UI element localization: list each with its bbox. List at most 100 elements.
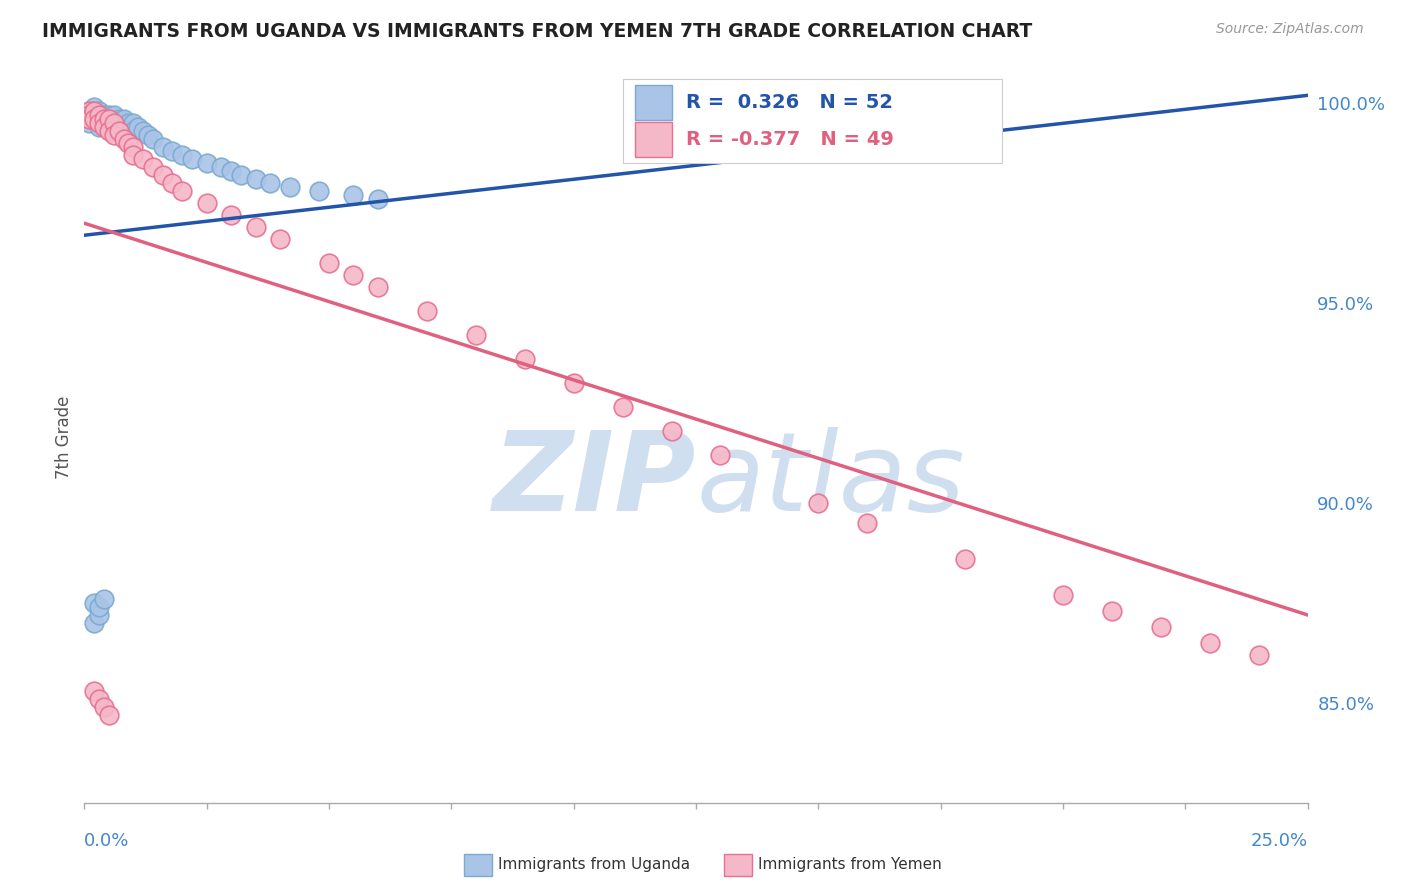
Point	[367, 192, 389, 206]
Point	[122, 116, 145, 130]
Point	[122, 148, 145, 162]
Point	[83, 112, 105, 127]
Point	[103, 116, 125, 130]
Point	[219, 164, 242, 178]
Point	[259, 176, 281, 190]
Text: 0.0%: 0.0%	[84, 832, 129, 850]
Point	[77, 108, 100, 122]
Point	[117, 116, 139, 130]
Point	[342, 188, 364, 202]
Point	[132, 153, 155, 167]
Point	[83, 108, 105, 122]
Point	[87, 104, 110, 119]
Point	[97, 120, 120, 135]
Point	[308, 184, 330, 198]
Point	[103, 108, 125, 122]
Text: R = -0.377   N = 49: R = -0.377 N = 49	[686, 130, 894, 149]
Point	[77, 112, 100, 127]
Point	[269, 232, 291, 246]
Point	[122, 140, 145, 154]
Point	[112, 120, 135, 135]
Point	[117, 136, 139, 151]
Point	[77, 116, 100, 130]
Point	[856, 516, 879, 530]
Point	[87, 691, 110, 706]
Point	[1150, 620, 1173, 634]
Point	[107, 120, 129, 135]
Point	[219, 208, 242, 222]
Point	[162, 176, 184, 190]
Point	[83, 104, 105, 119]
Point	[93, 108, 115, 122]
Text: IMMIGRANTS FROM UGANDA VS IMMIGRANTS FROM YEMEN 7TH GRADE CORRELATION CHART: IMMIGRANTS FROM UGANDA VS IMMIGRANTS FRO…	[42, 22, 1032, 41]
Text: Immigrants from Yemen: Immigrants from Yemen	[758, 857, 942, 871]
Text: Source: ZipAtlas.com: Source: ZipAtlas.com	[1216, 22, 1364, 37]
Point	[367, 280, 389, 294]
Point	[172, 148, 194, 162]
Point	[103, 128, 125, 143]
Point	[152, 140, 174, 154]
FancyBboxPatch shape	[636, 86, 672, 120]
Point	[83, 104, 105, 119]
Point	[513, 352, 536, 367]
Point	[245, 220, 267, 235]
Point	[103, 116, 125, 130]
Point	[77, 108, 100, 122]
Point	[87, 607, 110, 622]
Point	[87, 108, 110, 122]
Point	[245, 172, 267, 186]
Point	[278, 180, 301, 194]
Point	[127, 120, 149, 135]
FancyBboxPatch shape	[623, 78, 1002, 162]
Point	[117, 124, 139, 138]
Point	[1052, 588, 1074, 602]
Point	[97, 112, 120, 127]
Point	[132, 124, 155, 138]
Point	[97, 124, 120, 138]
Point	[87, 116, 110, 130]
Point	[122, 124, 145, 138]
Point	[83, 615, 105, 630]
Point	[87, 112, 110, 127]
Point	[162, 145, 184, 159]
Point	[229, 169, 252, 183]
Point	[93, 116, 115, 130]
Point	[152, 169, 174, 183]
Point	[77, 112, 100, 127]
Point	[342, 268, 364, 283]
Point	[661, 424, 683, 438]
Point	[83, 684, 105, 698]
Point	[87, 599, 110, 614]
Point	[83, 596, 105, 610]
Text: ZIP: ZIP	[492, 427, 696, 534]
Text: atlas: atlas	[696, 427, 965, 534]
Point	[209, 161, 232, 175]
Point	[464, 328, 486, 343]
Point	[709, 448, 731, 462]
Point	[93, 112, 115, 127]
Text: Immigrants from Uganda: Immigrants from Uganda	[498, 857, 690, 871]
Point	[807, 496, 830, 510]
Text: 25.0%: 25.0%	[1250, 832, 1308, 850]
FancyBboxPatch shape	[636, 122, 672, 157]
Point	[83, 100, 105, 114]
Point	[93, 112, 115, 127]
Text: R =  0.326   N = 52: R = 0.326 N = 52	[686, 94, 893, 112]
Point	[562, 376, 585, 391]
Point	[181, 153, 204, 167]
Point	[107, 112, 129, 127]
Point	[953, 552, 976, 566]
Point	[97, 108, 120, 122]
Point	[1198, 636, 1220, 650]
Point	[93, 591, 115, 606]
Point	[97, 707, 120, 722]
Point	[172, 184, 194, 198]
Point	[195, 156, 218, 170]
Point	[195, 196, 218, 211]
Point	[112, 112, 135, 127]
Point	[136, 128, 159, 143]
Point	[142, 161, 165, 175]
Point	[416, 304, 439, 318]
Point	[87, 108, 110, 122]
Point	[83, 112, 105, 127]
